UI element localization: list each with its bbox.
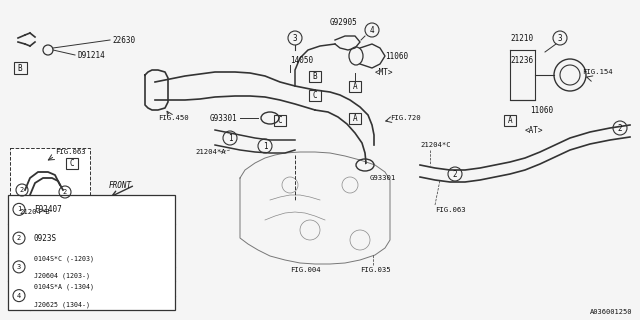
- Text: 1: 1: [262, 141, 268, 150]
- Bar: [349, 113, 361, 124]
- Text: 21204*B: 21204*B: [20, 209, 51, 215]
- Text: B: B: [313, 71, 317, 81]
- Text: FIG.154: FIG.154: [582, 69, 612, 75]
- Text: 3: 3: [17, 264, 21, 270]
- Text: 0104S*A (-1304): 0104S*A (-1304): [34, 284, 94, 290]
- Text: J20604 (1203-): J20604 (1203-): [34, 272, 90, 279]
- Text: 1: 1: [228, 133, 232, 142]
- Text: 2: 2: [20, 187, 24, 193]
- Bar: [349, 81, 361, 92]
- Text: FIG.004: FIG.004: [290, 267, 321, 273]
- Text: <MT>: <MT>: [375, 68, 394, 76]
- Text: F92407: F92407: [34, 205, 61, 214]
- Text: J20625 (1304-): J20625 (1304-): [34, 301, 90, 308]
- Text: C: C: [278, 116, 282, 124]
- Bar: [10, 148, 90, 208]
- Bar: [309, 90, 321, 100]
- Text: FIG.035: FIG.035: [360, 267, 390, 273]
- Text: 4: 4: [17, 292, 21, 299]
- Bar: [13, 62, 26, 74]
- Text: 14050: 14050: [290, 55, 313, 65]
- Bar: [309, 70, 321, 82]
- Text: G92905: G92905: [330, 18, 358, 27]
- Text: 3: 3: [557, 34, 563, 43]
- Text: A: A: [353, 114, 357, 123]
- Bar: [504, 115, 516, 125]
- Text: 0104S*C (-1203): 0104S*C (-1203): [34, 255, 94, 261]
- Bar: [8, 195, 175, 310]
- Text: 22630: 22630: [112, 36, 135, 44]
- Text: 4: 4: [370, 26, 374, 35]
- Text: 21204*C: 21204*C: [420, 142, 451, 148]
- Text: 3: 3: [292, 34, 298, 43]
- Text: 0923S: 0923S: [34, 234, 57, 243]
- Text: 1: 1: [17, 206, 21, 212]
- Text: <AT>: <AT>: [525, 125, 543, 134]
- Text: FIG.450: FIG.450: [158, 115, 189, 121]
- Text: C: C: [70, 158, 74, 167]
- Text: A: A: [353, 82, 357, 91]
- Text: FIG.063: FIG.063: [55, 149, 86, 155]
- Text: 2: 2: [618, 124, 622, 132]
- Text: 21210: 21210: [510, 34, 533, 43]
- Bar: [66, 157, 78, 169]
- Text: G93301: G93301: [370, 175, 396, 181]
- Text: A036001250: A036001250: [589, 309, 632, 315]
- Text: 2: 2: [17, 235, 21, 241]
- Text: 21236: 21236: [510, 55, 533, 65]
- Text: 11060: 11060: [530, 106, 553, 115]
- Text: A: A: [508, 116, 512, 124]
- Text: 21204*A: 21204*A: [195, 149, 226, 155]
- Text: 2: 2: [63, 189, 67, 195]
- Text: FRONT: FRONT: [108, 180, 132, 189]
- Text: G93301: G93301: [210, 114, 237, 123]
- Text: 2: 2: [452, 170, 458, 179]
- Text: C: C: [313, 91, 317, 100]
- Text: D91214: D91214: [77, 51, 105, 60]
- Bar: [274, 115, 286, 125]
- Text: 11060: 11060: [385, 52, 408, 60]
- Text: FIG.720: FIG.720: [390, 115, 420, 121]
- Text: FIG.063: FIG.063: [435, 207, 466, 213]
- Text: B: B: [18, 63, 22, 73]
